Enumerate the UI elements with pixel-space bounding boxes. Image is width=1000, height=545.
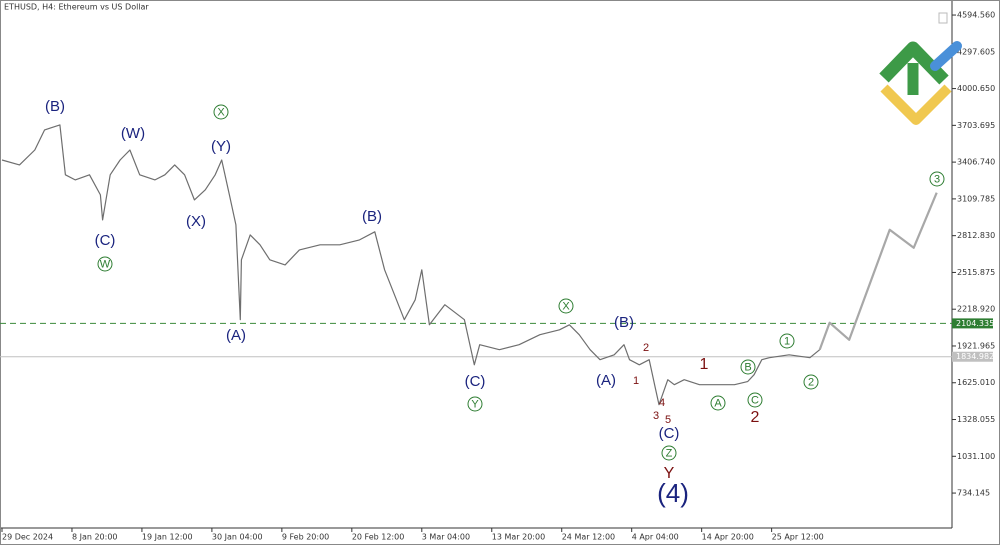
- y-tick-label: 3109.785: [957, 194, 995, 203]
- wave-label: (B): [614, 314, 634, 331]
- wave-label: (W): [121, 125, 145, 142]
- y-tick-label: 3703.695: [957, 121, 995, 130]
- wave-circle: [929, 171, 945, 187]
- wave-label: 3: [653, 410, 659, 422]
- chart-title: ETHUSD, H4: Ethereum vs US Dollar: [4, 3, 149, 12]
- price-label: 1834.982: [956, 352, 994, 361]
- wave-circle: [710, 395, 726, 411]
- wave-circle: [747, 392, 763, 408]
- wave-label: 4: [659, 397, 665, 409]
- wave-label: Y: [664, 465, 675, 482]
- wave-circle: [97, 256, 113, 272]
- x-tick-label: 19 Jan 12:00: [142, 533, 193, 542]
- wave-label: 1: [700, 356, 709, 373]
- x-tick-label: 8 Jan 20:00: [72, 533, 118, 542]
- wave-label: (C): [465, 373, 486, 390]
- y-tick-label: 2218.920: [957, 305, 995, 314]
- price-line-series: [1, 124, 821, 406]
- wave-label: (B): [45, 98, 65, 115]
- y-tick-label: 1031.100: [957, 452, 995, 461]
- x-tick-label: 25 Apr 12:00: [772, 533, 824, 542]
- wave-label: 2: [808, 376, 814, 388]
- wave-circle: [213, 104, 229, 120]
- wave-label: 1: [784, 335, 790, 347]
- x-tick-label: 14 Apr 20:00: [702, 533, 754, 542]
- wave-label: Z: [666, 447, 673, 459]
- logo: [879, 41, 962, 125]
- wave-label: (B): [362, 208, 382, 225]
- x-tick-label: 4 Apr 04:00: [632, 533, 679, 542]
- y-tick-label: 734.145: [957, 489, 990, 498]
- wave-label: B: [744, 361, 751, 373]
- wave-circle: [558, 298, 574, 314]
- wave-label: (C): [659, 425, 680, 442]
- y-tick-label: 4297.605: [957, 47, 995, 56]
- y-tick-label: 4000.650: [957, 84, 995, 93]
- y-tick-label: 2515.875: [957, 268, 995, 277]
- x-tick-label: 24 Mar 12:00: [562, 533, 615, 542]
- wave-circle: [740, 359, 756, 375]
- wave-label: C: [751, 394, 759, 406]
- scroll-button: [938, 12, 948, 24]
- y-tick-label: 1328.055: [957, 415, 995, 424]
- wave-circle: [467, 396, 483, 412]
- x-tick-label: 3 Mar 04:00: [422, 533, 470, 542]
- x-tick-label: 9 Feb 20:00: [282, 533, 329, 542]
- y-tick-label: 1625.010: [957, 378, 995, 387]
- wave-label: 5: [665, 414, 671, 426]
- wave-label: (Y): [211, 138, 231, 155]
- wave-label: X: [562, 300, 570, 312]
- wave-label: 2: [751, 409, 760, 426]
- wave-label: 1: [633, 375, 639, 387]
- logo-blue: [930, 41, 962, 71]
- y-tick-label: 2812.830: [957, 231, 995, 240]
- wave-label: A: [714, 397, 722, 409]
- x-tick-label: 20 Feb 12:00: [352, 533, 404, 542]
- wave-label: Y: [471, 398, 479, 410]
- wave-circle: [779, 333, 795, 349]
- wave-label: 2: [643, 342, 649, 354]
- wave-label: W: [100, 258, 111, 270]
- x-tick-label: 30 Jan 04:00: [212, 533, 263, 542]
- price-tag: [952, 351, 993, 362]
- wave-label: (4): [657, 478, 689, 508]
- level-tag: [952, 318, 993, 329]
- level-label: 2104.335: [956, 319, 994, 328]
- x-tick-label: 13 Mar 20:00: [492, 533, 545, 542]
- wave-label: X: [217, 106, 225, 118]
- wave-circle: [803, 374, 819, 390]
- logo-yellow: [880, 84, 952, 125]
- wave-label: (X): [186, 213, 206, 230]
- y-tick-label: 4594.560: [957, 11, 995, 20]
- wave-label: (C): [95, 232, 116, 249]
- y-tick-label: 1921.965: [957, 341, 995, 350]
- wave-label: (A): [226, 327, 246, 344]
- wave-label: (A): [596, 372, 616, 389]
- y-tick-label: 3406.740: [957, 158, 995, 167]
- wave-circle: [661, 445, 677, 461]
- price-line-series: [818, 192, 938, 351]
- wave-label: 3: [934, 173, 940, 185]
- x-tick-label: 29 Dec 2024: [2, 533, 53, 542]
